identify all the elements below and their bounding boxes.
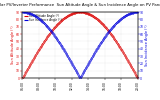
- Y-axis label: Sun Altitude Angle (°): Sun Altitude Angle (°): [11, 26, 15, 64]
- Text: Solar PV/Inverter Performance  Sun Altitude Angle & Sun Incidence Angle on PV Pa: Solar PV/Inverter Performance Sun Altitu…: [0, 3, 160, 7]
- Y-axis label: Sun Incidence Angle (°): Sun Incidence Angle (°): [145, 24, 149, 66]
- Legend: Sun Altitude Angle (°), Sun Incidence Angle (°): Sun Altitude Angle (°), Sun Incidence An…: [24, 13, 62, 22]
